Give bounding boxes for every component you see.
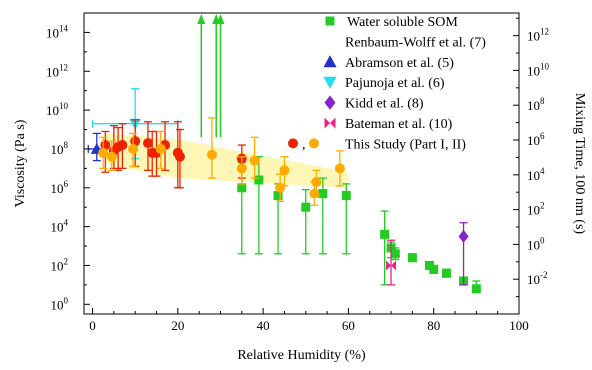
legend: Water soluble SOM Renbaum-Wolff et al. (7…: [288, 15, 486, 152]
data-point: [407, 253, 417, 263]
data-point: [128, 143, 139, 154]
legend-entry: Water soluble SOM: [325, 15, 458, 30]
data-point: [380, 229, 390, 239]
data-point: [390, 249, 400, 259]
y-tick-label: 104: [51, 218, 69, 235]
x-axis-title: Relative Humidity (%): [237, 348, 366, 363]
data-point: [155, 143, 166, 154]
y2-tick-label: 100: [527, 235, 545, 252]
axis-layer: 0 20 40 60 80 100 100 102 104 106 108 1010 1012 1014 1…: [46, 12, 550, 333]
y2-tick-label: 104: [527, 166, 545, 183]
data-point: [318, 189, 328, 199]
data-point: [309, 188, 320, 199]
legend-label: Abramson et al. (5): [345, 56, 454, 71]
legend-marker-part-ii: [309, 138, 319, 149]
data-point: [142, 138, 153, 149]
y-tick-label: 1014: [46, 23, 69, 40]
legend-entry: Kidd et al. (8): [324, 95, 424, 112]
arrow-head: [216, 14, 225, 24]
x-tick-label: 20: [171, 318, 184, 333]
data-point: [236, 163, 247, 174]
y2-tick-label: 108: [527, 96, 545, 113]
data-point: [249, 155, 260, 166]
legend-label: Renbaum-Wolff et al. (7): [345, 35, 486, 50]
data-point: [429, 264, 439, 274]
data-point: [471, 284, 481, 294]
data-point: [117, 140, 128, 151]
x-tick-label: 0: [89, 318, 96, 333]
legend-label: Kidd et al. (8): [345, 97, 424, 112]
legend-entry: Bateman et al. (10): [324, 117, 453, 132]
data-point: [279, 165, 290, 176]
data-point: [254, 175, 264, 185]
legend-marker: [325, 16, 335, 26]
legend-marker: [324, 117, 336, 129]
y-tick-label: 100: [51, 295, 69, 312]
series-3: [458, 222, 469, 286]
y-tick-label: 1012: [46, 62, 68, 79]
data-point: [301, 202, 311, 212]
data-point: [386, 260, 397, 271]
plot-frame: [83, 12, 520, 315]
legend-entry: , This Study (Part I, II): [288, 137, 466, 152]
y2-tick-label: 106: [527, 131, 545, 148]
y-tick-label: 1010: [46, 101, 69, 118]
series-6: [98, 117, 345, 206]
data-point: [275, 182, 286, 193]
series-4: [386, 239, 397, 286]
legend-label: Bateman et al. (10): [345, 117, 453, 132]
arrow-head: [197, 14, 206, 24]
x-tick-label: 80: [427, 318, 440, 333]
x-tick-label: 60: [342, 318, 355, 333]
legend-entry: Pajunoja et al. (6): [323, 76, 445, 91]
x-tick-label: 40: [257, 318, 270, 333]
y2-tick-label: 10-2: [527, 270, 548, 287]
data-point: [458, 229, 469, 243]
data-point: [273, 191, 283, 201]
y-tick-label: 102: [51, 256, 69, 273]
data-point: [237, 183, 247, 193]
legend-marker: [323, 76, 337, 89]
data-point: [442, 268, 451, 278]
data-point: [98, 147, 109, 158]
data-point: [341, 191, 351, 201]
y2-tick-label: 1010: [527, 61, 550, 78]
y-axis-title: Viscosity (Pa s): [13, 119, 28, 207]
data-point: [206, 149, 217, 160]
legend-marker-part-i: [288, 138, 298, 149]
x-tick-label: 100: [509, 318, 529, 333]
y-tick-label: 108: [51, 140, 69, 157]
y2-axis-title: Mixing Time, 100 nm (s): [572, 93, 587, 235]
legend-separator: ,: [302, 137, 306, 152]
data-point: [106, 151, 117, 162]
data-point: [311, 176, 322, 187]
y2-tick-label: 1012: [527, 27, 549, 44]
legend-label: Pajunoja et al. (6): [345, 76, 445, 91]
y2-tick-label: 102: [527, 201, 545, 218]
legend-label: This Study (Part I, II): [345, 137, 466, 152]
data-layer: [87, 14, 481, 294]
legend-entry: Renbaum-Wolff et al. (7): [345, 35, 486, 50]
legend-label: Water soluble SOM: [347, 15, 458, 30]
data-point: [334, 163, 345, 174]
legend-marker: [324, 95, 336, 110]
y-tick-label: 106: [51, 179, 69, 196]
legend-entry: Abramson et al. (5): [323, 55, 454, 71]
data-point: [174, 151, 185, 162]
legend-marker: [323, 55, 337, 68]
